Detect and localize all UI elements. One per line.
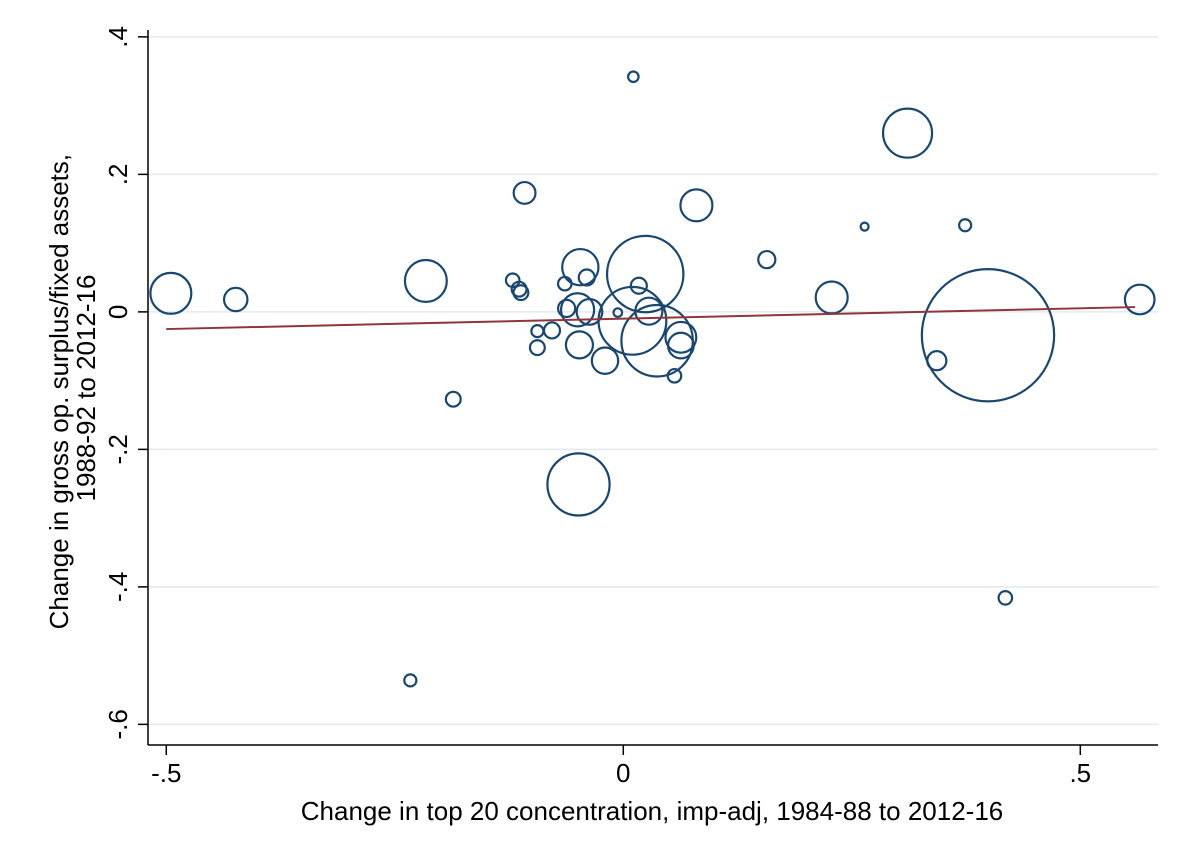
data-point [547, 453, 609, 515]
y-axis-title-line-1: Change in gross op. surplus/fixed assets… [44, 154, 74, 629]
y-tick-label: .4 [103, 26, 133, 48]
data-point [566, 331, 593, 358]
data-point [404, 674, 416, 686]
data-point [514, 182, 536, 204]
data-point [544, 322, 560, 338]
data-points [150, 72, 1154, 687]
fit-line [166, 307, 1135, 329]
data-point [224, 288, 247, 311]
x-axis-title: Change in top 20 concentration, imp-adj,… [301, 796, 1003, 826]
y-tick-label: -.4 [103, 572, 133, 602]
gridlines [148, 37, 1158, 725]
axes [148, 30, 1158, 745]
y-tick-label: .2 [103, 164, 133, 186]
data-point [922, 269, 1054, 401]
x-tick-label: .5 [1069, 758, 1091, 788]
data-point [531, 325, 543, 337]
data-point [927, 351, 946, 370]
data-point [446, 392, 461, 407]
data-point [861, 223, 869, 231]
data-point [816, 281, 848, 313]
x-tick-label: 0 [616, 758, 630, 788]
data-point [999, 591, 1013, 605]
x-tick-label: -.5 [151, 758, 181, 788]
data-point [883, 109, 932, 158]
data-point [592, 348, 618, 374]
data-point [530, 340, 545, 355]
ticks: .4 .2 0 -.2 -.4 -.6 -.5 0 .5 [103, 26, 1091, 788]
data-point [631, 278, 647, 294]
data-point [405, 260, 447, 302]
y-tick-label: -.6 [103, 709, 133, 739]
data-point [668, 333, 694, 359]
data-point [558, 277, 572, 291]
y-tick-label: 0 [103, 305, 133, 319]
y-axis-title: Change in gross op. surplus/fixed assets… [44, 147, 101, 630]
fit-line-group [166, 307, 1135, 329]
data-point [599, 287, 667, 355]
data-point [758, 251, 775, 268]
data-point [628, 72, 638, 82]
y-axis-title-line-2: 1988-92 to 2012-16 [71, 275, 101, 502]
data-point [959, 219, 971, 231]
data-point [680, 189, 712, 221]
y-tick-label: -.2 [103, 434, 133, 464]
data-point [150, 273, 191, 314]
data-point [607, 236, 683, 312]
data-point [562, 249, 598, 285]
data-point [621, 305, 692, 376]
data-point [1125, 285, 1155, 315]
